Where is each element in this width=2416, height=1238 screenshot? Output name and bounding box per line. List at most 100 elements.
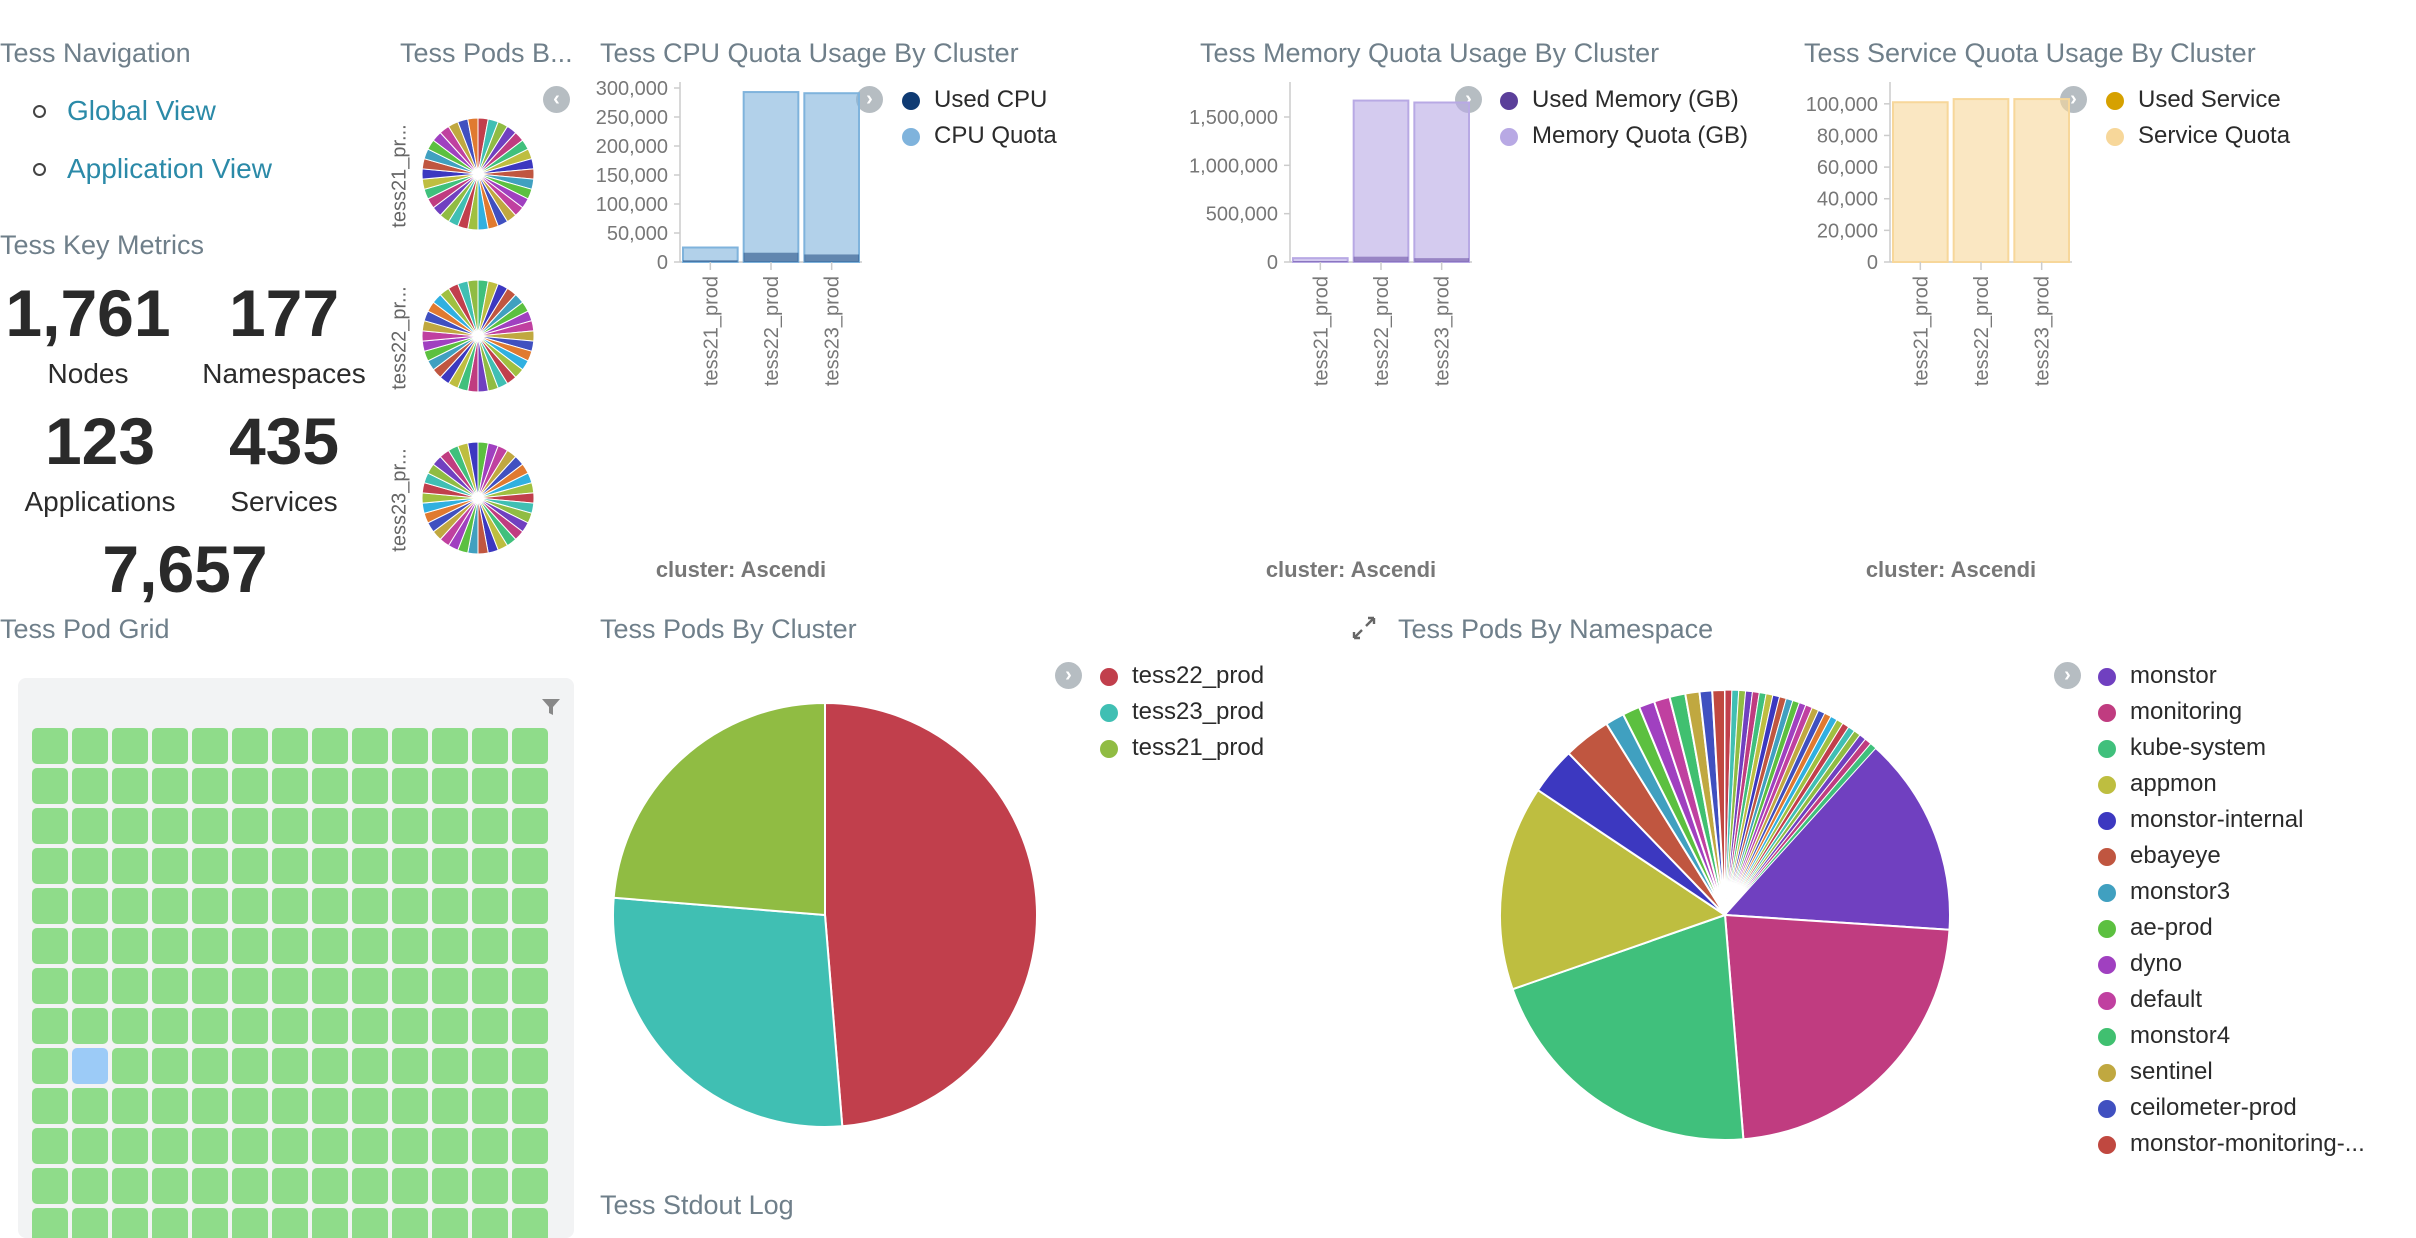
pod-tile[interactable] xyxy=(312,968,348,1004)
legend-item-memory-quota[interactable]: Memory Quota (GB) xyxy=(1500,118,1748,154)
pod-tile[interactable] xyxy=(32,1008,68,1044)
pod-tile[interactable] xyxy=(312,768,348,804)
pod-tile[interactable] xyxy=(72,768,108,804)
pod-tile[interactable] xyxy=(512,768,548,804)
pod-tile[interactable] xyxy=(32,968,68,1004)
pie-slice-tess23-prod[interactable] xyxy=(612,896,844,1128)
pod-tile[interactable] xyxy=(472,1008,508,1044)
pod-tile[interactable] xyxy=(112,1048,148,1084)
legend-item-used-cpu[interactable]: Used CPU xyxy=(902,82,1057,118)
small-pie-slice[interactable] xyxy=(467,441,479,499)
pod-tile[interactable] xyxy=(192,1088,228,1124)
pod-tile[interactable] xyxy=(352,728,388,764)
small-pie-slice[interactable] xyxy=(467,279,479,337)
bar-memory-quota-gb-tess22_prod[interactable] xyxy=(1352,99,1410,263)
pod-tile[interactable] xyxy=(352,1208,388,1238)
pod-tile[interactable] xyxy=(232,768,268,804)
pod-tile[interactable] xyxy=(392,1128,428,1164)
pod-tile[interactable] xyxy=(72,1208,108,1238)
legend-item-tess21-prod[interactable]: tess21_prod xyxy=(1100,730,1264,766)
pod-tile[interactable] xyxy=(152,848,188,884)
pod-tile[interactable] xyxy=(232,1008,268,1044)
pod-tile[interactable] xyxy=(32,1088,68,1124)
pod-tile[interactable] xyxy=(232,1168,268,1204)
legend-item-monstor-monitoring[interactable]: monstor-monitoring-... xyxy=(2098,1126,2365,1162)
legend-item-monstor-internal[interactable]: monstor-internal xyxy=(2098,802,2365,838)
pod-tile[interactable] xyxy=(152,928,188,964)
pod-tile[interactable] xyxy=(32,1128,68,1164)
pod-tile[interactable] xyxy=(432,888,468,924)
pod-tile[interactable] xyxy=(392,808,428,844)
legend-toggle-icon[interactable]: › xyxy=(2054,662,2081,689)
pod-tile[interactable] xyxy=(312,728,348,764)
pod-tile[interactable] xyxy=(512,928,548,964)
pod-tile[interactable] xyxy=(272,1008,308,1044)
pod-tile[interactable] xyxy=(432,1088,468,1124)
pod-tile[interactable] xyxy=(152,1128,188,1164)
pod-tile[interactable] xyxy=(512,1048,548,1084)
pod-tile[interactable] xyxy=(32,1168,68,1204)
pod-tile[interactable] xyxy=(192,968,228,1004)
pod-tile[interactable] xyxy=(432,728,468,764)
pod-tile[interactable] xyxy=(72,728,108,764)
small-pie-tess23[interactable] xyxy=(421,441,535,555)
pod-tile[interactable] xyxy=(312,1168,348,1204)
pod-tile[interactable] xyxy=(112,1208,148,1238)
pod-tile[interactable] xyxy=(192,1168,228,1204)
expand-icon[interactable] xyxy=(1350,614,1378,642)
pod-tile[interactable] xyxy=(72,848,108,884)
bar-service-quota-tess21_prod[interactable] xyxy=(1892,101,1949,264)
bar-used-memory-gb-tess23_prod[interactable] xyxy=(1414,258,1469,262)
pod-tile[interactable] xyxy=(192,928,228,964)
pod-tile[interactable] xyxy=(472,808,508,844)
pod-tile[interactable] xyxy=(32,728,68,764)
small-pie-tess22[interactable] xyxy=(421,279,535,393)
pod-tile[interactable] xyxy=(352,1168,388,1204)
bar-used-memory-gb-tess22_prod[interactable] xyxy=(1353,256,1409,262)
legend-item-cpu-quota[interactable]: CPU Quota xyxy=(902,118,1057,154)
pod-tile[interactable] xyxy=(392,1088,428,1124)
pod-tile[interactable] xyxy=(432,1128,468,1164)
pod-tile[interactable] xyxy=(232,888,268,924)
pod-tile[interactable] xyxy=(112,968,148,1004)
pod-tile[interactable] xyxy=(352,1008,388,1044)
bar-service-quota-tess23_prod[interactable] xyxy=(2013,98,2070,264)
pie-slice-other[interactable] xyxy=(1724,742,1877,916)
pod-tile[interactable] xyxy=(272,768,308,804)
legend-item-used-memory[interactable]: Used Memory (GB) xyxy=(1500,82,1748,118)
pod-tile[interactable] xyxy=(192,768,228,804)
legend-item-tess23-prod[interactable]: tess23_prod xyxy=(1100,694,1264,730)
pod-tile[interactable] xyxy=(512,1208,548,1238)
pod-tile[interactable] xyxy=(112,1128,148,1164)
legend-item-monitoring[interactable]: monitoring xyxy=(2098,694,2365,730)
pie-slice-tess21-prod[interactable] xyxy=(612,701,826,917)
pod-tile[interactable] xyxy=(32,848,68,884)
legend-item-ae-prod[interactable]: ae-prod xyxy=(2098,910,2365,946)
filter-icon[interactable] xyxy=(540,696,562,718)
pod-tile[interactable] xyxy=(152,1008,188,1044)
pod-tile[interactable] xyxy=(272,728,308,764)
legend-toggle-icon[interactable]: › xyxy=(856,86,883,113)
pod-tile[interactable] xyxy=(152,808,188,844)
pod-tile[interactable] xyxy=(392,728,428,764)
legend-item-monstor3[interactable]: monstor3 xyxy=(2098,874,2365,910)
pod-tile[interactable] xyxy=(512,1168,548,1204)
legend-item-used-service[interactable]: Used Service xyxy=(2106,82,2290,118)
pod-tile[interactable] xyxy=(232,1208,268,1238)
pod-tile[interactable] xyxy=(392,888,428,924)
pod-tile[interactable] xyxy=(472,928,508,964)
pod-tile[interactable] xyxy=(272,808,308,844)
pod-tile[interactable] xyxy=(32,808,68,844)
pod-tile[interactable] xyxy=(32,1208,68,1238)
pod-tile[interactable] xyxy=(312,808,348,844)
pod-tile[interactable] xyxy=(352,1128,388,1164)
pod-tile[interactable] xyxy=(312,1008,348,1044)
pod-tile[interactable] xyxy=(112,888,148,924)
pod-tile[interactable] xyxy=(472,848,508,884)
pod-tile[interactable] xyxy=(72,1088,108,1124)
pod-tile[interactable] xyxy=(392,848,428,884)
pod-tile[interactable] xyxy=(32,888,68,924)
global-view-link[interactable]: Global View xyxy=(0,88,272,146)
pod-tile[interactable] xyxy=(72,968,108,1004)
pod-tile[interactable] xyxy=(272,968,308,1004)
